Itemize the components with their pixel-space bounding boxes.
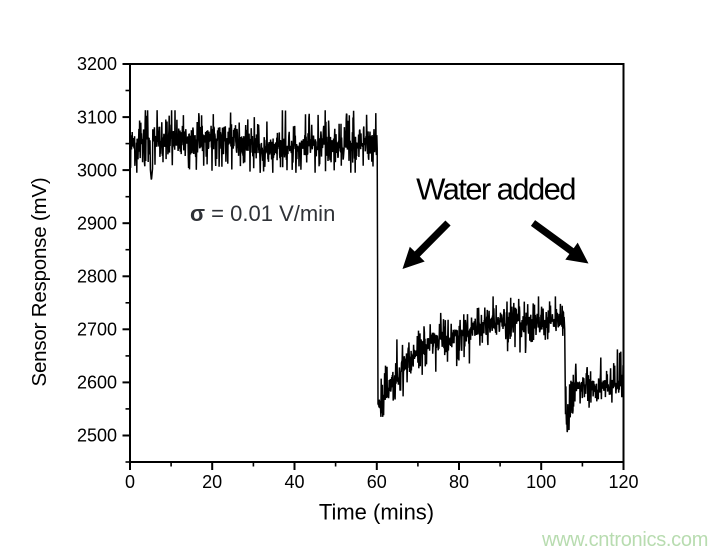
svg-text:3200: 3200 (77, 54, 117, 74)
svg-text:2500: 2500 (77, 426, 117, 446)
svg-text:0: 0 (125, 472, 135, 492)
svg-text:σ = 0.01 V/min: σ = 0.01 V/min (190, 201, 335, 226)
svg-text:2800: 2800 (77, 267, 117, 287)
svg-text:3000: 3000 (77, 160, 117, 180)
svg-text:120: 120 (608, 472, 638, 492)
svg-text:Sensor Response (mV): Sensor Response (mV) (28, 177, 51, 386)
svg-text:60: 60 (367, 472, 387, 492)
svg-text:www.cntronics.com: www.cntronics.com (541, 529, 708, 551)
svg-text:2700: 2700 (77, 320, 117, 340)
svg-text:3100: 3100 (77, 107, 117, 127)
svg-text:2600: 2600 (77, 373, 117, 393)
svg-text:80: 80 (449, 472, 469, 492)
svg-text:Time (mins): Time (mins) (319, 500, 434, 525)
svg-text:20: 20 (202, 472, 222, 492)
svg-text:100: 100 (526, 472, 556, 492)
svg-text:2900: 2900 (77, 213, 117, 233)
svg-text:40: 40 (284, 472, 304, 492)
svg-text:Water added: Water added (416, 172, 575, 207)
